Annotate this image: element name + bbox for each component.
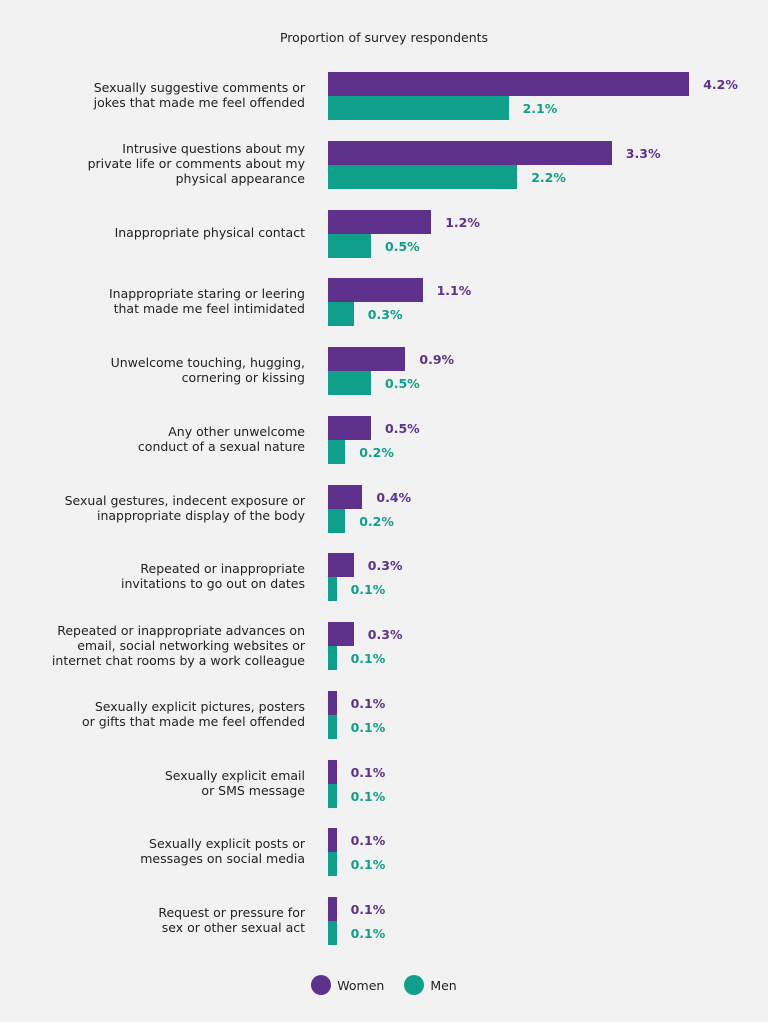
women-bar (328, 690, 337, 715)
men-value-label: 2.1% (522, 101, 558, 116)
men-bar (328, 439, 346, 464)
men-bar (328, 577, 337, 602)
men-bar (328, 96, 509, 120)
men-value-label: 0.1% (350, 719, 386, 735)
men-value-label: 0.1% (350, 788, 386, 804)
legend-label-women: Women (337, 977, 385, 993)
chart-title: Proportion of survey respondents (279, 30, 489, 45)
men-bar (328, 714, 337, 739)
men-bar (328, 371, 371, 395)
men-bar (328, 852, 337, 877)
category-label: Unwelcome touching, hugging, cornering o… (110, 355, 305, 385)
category-label: Sexually explicit email or SMS message (164, 767, 305, 798)
men-bar (328, 783, 337, 808)
men-bar (328, 646, 337, 670)
category-label: Sexually explicit posts or messages on s… (140, 836, 305, 867)
men-value-label: 0.5% (385, 238, 420, 254)
women-value-label: 3.3% (625, 145, 661, 161)
legend-swatch-men (404, 975, 425, 995)
women-bar (328, 140, 612, 165)
women-bar (328, 484, 363, 509)
women-value-label: 1.2% (445, 214, 480, 230)
category-label: Inappropriate physical contact (114, 225, 305, 240)
women-value-label: 0.1% (350, 833, 386, 849)
category-label: Any other unwelcome conduct of a sexual … (137, 423, 305, 454)
men-value-label: 0.2% (359, 444, 394, 460)
legend-item-men: Men (404, 975, 457, 995)
women-value-label: 1.1% (436, 283, 472, 299)
men-bar (328, 921, 337, 945)
legend-label-men: Men (430, 977, 457, 993)
women-bar (328, 759, 337, 784)
category-label: Sexually explicit pictures, posters or g… (81, 698, 305, 729)
men-value-label: 0.1% (350, 582, 386, 598)
women-value-label: 0.4% (376, 489, 412, 505)
category-label: Repeated or inappropriate invitations to… (120, 561, 305, 592)
men-value-label: 0.1% (350, 651, 386, 666)
men-bar (328, 302, 354, 327)
women-bar (328, 553, 354, 578)
women-bar (328, 622, 354, 646)
women-bar (328, 415, 371, 440)
men-bar (328, 508, 346, 533)
category-label: Sexually suggestive comments or jokes th… (93, 80, 305, 110)
men-bar (328, 233, 371, 258)
women-value-label: 0.1% (350, 695, 386, 711)
category-label: Inappropriate staring or leering that ma… (108, 286, 305, 317)
women-bar (328, 828, 337, 853)
women-bar (328, 72, 690, 96)
men-value-label: 0.2% (359, 513, 394, 529)
women-bar (328, 897, 337, 921)
men-value-label: 2.2% (531, 169, 566, 185)
men-value-label: 0.3% (367, 307, 403, 323)
category-label: Repeated or inappropriate advances on em… (51, 622, 305, 668)
women-bar (328, 278, 423, 303)
legend-swatch-women (311, 975, 332, 995)
women-bar (328, 347, 406, 371)
women-value-label: 0.3% (367, 627, 403, 642)
legend: Women Men (0, 975, 768, 995)
women-value-label: 0.1% (350, 902, 386, 917)
women-bar (328, 209, 432, 234)
men-value-label: 0.1% (350, 857, 386, 873)
women-value-label: 0.3% (367, 558, 403, 574)
category-label: Request or pressure for sex or other sex… (158, 905, 305, 935)
women-value-label: 0.9% (419, 352, 455, 367)
legend-item-women: Women (311, 975, 384, 995)
men-bar (328, 164, 518, 189)
women-value-label: 4.2% (703, 77, 738, 92)
men-value-label: 0.5% (385, 376, 420, 391)
women-value-label: 0.1% (350, 764, 386, 780)
category-label: Intrusive questions about my private lif… (87, 141, 305, 187)
men-value-label: 0.1% (350, 926, 386, 941)
category-label: Sexual gestures, indecent exposure or in… (64, 492, 305, 523)
women-value-label: 0.5% (385, 420, 420, 436)
